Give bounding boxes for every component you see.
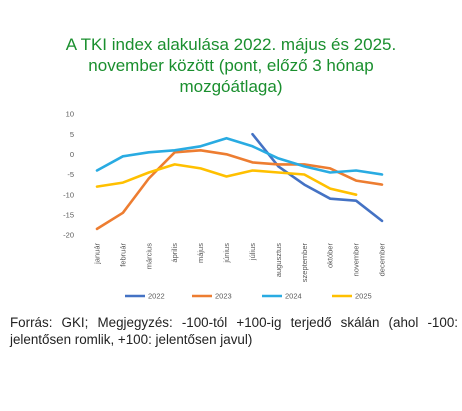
x-tick-label: június — [222, 243, 231, 264]
x-tick-label: március — [144, 243, 153, 270]
x-tick-label: február — [118, 242, 127, 266]
x-tick-label: január — [93, 243, 102, 265]
x-tick-label: április — [170, 243, 179, 263]
chart-title-line-3: mozgóátlaga) — [179, 77, 283, 96]
x-axis: január február március április május június jú… — [93, 242, 387, 282]
chart-title-line-1: A TKI index alakulása 2022. május és 202… — [65, 35, 397, 54]
chart-title: A TKI index alakulása 2022. május és 202… — [0, 34, 462, 97]
y-tick-label: 5 — [70, 130, 74, 139]
y-tick-label: -5 — [67, 170, 74, 179]
legend-label-2025: 2025 — [355, 292, 372, 301]
x-tick-label: november — [352, 243, 361, 277]
x-tick-label: október — [326, 243, 335, 269]
y-tick-label: -15 — [63, 210, 74, 219]
series-lines — [95, 132, 384, 231]
series-line-2025 — [95, 163, 358, 196]
source-note: Forrás: GKI; Megjegyzés: -100-tól +100-i… — [10, 315, 458, 347]
y-tick-label: -20 — [63, 231, 74, 240]
legend: 2022 2023 2024 2025 — [125, 292, 372, 301]
x-tick-label: augusztus — [274, 243, 283, 277]
legend-label-2023: 2023 — [215, 292, 232, 301]
x-tick-label: szeptember — [300, 243, 309, 283]
chart-title-line-2: november között (pont, előző 3 hónap — [88, 56, 374, 75]
legend-label-2022: 2022 — [148, 292, 165, 301]
y-tick-label: 10 — [66, 110, 74, 119]
x-tick-label: május — [196, 243, 205, 263]
y-axis: 10 5 0 -5 -10 -15 -20 — [63, 110, 74, 240]
y-tick-label: -10 — [63, 190, 74, 199]
series-line-2024 — [95, 136, 384, 176]
x-tick-label: július — [248, 243, 257, 261]
legend-label-2024: 2024 — [285, 292, 302, 301]
x-tick-label: december — [378, 243, 387, 277]
y-tick-label: 0 — [70, 150, 74, 159]
line-chart: 10 5 0 -5 -10 -15 -20 január február március ápri… — [63, 110, 387, 301]
series-line-2022 — [251, 132, 384, 223]
series-line-2023 — [95, 149, 384, 231]
